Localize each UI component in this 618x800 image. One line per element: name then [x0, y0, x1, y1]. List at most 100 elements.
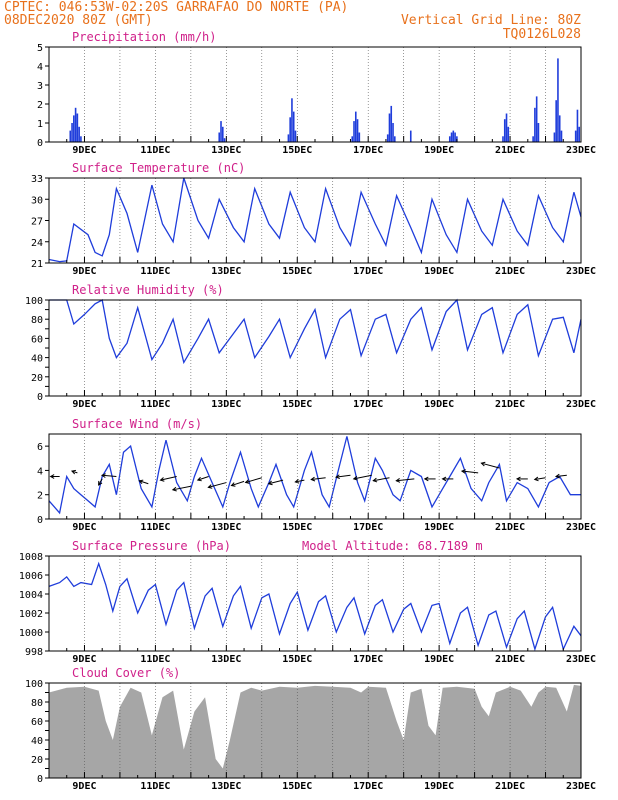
pres-title: Surface Pressure (hPa) [72, 539, 231, 553]
rh-xtick-label: 11DEC [140, 399, 170, 410]
precip-bar [358, 132, 361, 142]
precip-bar [388, 113, 391, 142]
wind-arrow-head [207, 484, 213, 489]
wind-arrow-head [515, 476, 521, 482]
cloud-panel: 9DEC 11DEC 13DEC 15DEC 17DEC 19DEC 21DEC 23DEC 0… [25, 666, 596, 792]
rh-xtick-label: 21DEC [495, 399, 525, 410]
wind-arrow-head [395, 478, 401, 483]
precip-bar [507, 126, 510, 142]
precip-bar [351, 136, 354, 142]
wind-arrow-shaft [373, 477, 390, 482]
wind-arrow-shaft [295, 479, 305, 483]
pres-ytick-label: 1006 [19, 571, 43, 582]
temp-line [48, 177, 582, 263]
precip-bar [558, 115, 561, 142]
rh-ytick-label: 20 [31, 373, 43, 384]
wind-arrow-head [267, 480, 273, 486]
wind-arrow-shaft [231, 480, 245, 487]
precip-bar [69, 130, 72, 142]
wind-arrow-head [372, 477, 378, 483]
rh-ytick-label: 80 [31, 315, 43, 326]
precip-bar [76, 113, 79, 142]
rh-ytick-label: 40 [31, 354, 43, 365]
wind-arrow-shaft [245, 477, 262, 483]
pres-ytick-label: 1002 [19, 609, 43, 620]
pres-xtick-label: 21DEC [495, 654, 525, 665]
wind-arrow-shaft [172, 485, 191, 491]
wind-arrow-head [423, 476, 429, 482]
wind-xtick-label: 15DEC [282, 522, 312, 533]
precip-bar [356, 119, 359, 142]
cloud-title: Cloud Cover (%) [72, 666, 180, 680]
precip-bar [454, 132, 456, 142]
wind-xtick-label: 11DEC [140, 522, 170, 533]
cloud-xtick-label: 17DEC [353, 781, 383, 792]
pres-xtick-label: 19DEC [424, 654, 454, 665]
cloud-xtick-label: 11DEC [140, 781, 170, 792]
wind-arrow-shaft [268, 479, 284, 485]
precip-bar [576, 109, 579, 142]
precip-bar [71, 123, 73, 142]
wind-arrow-head [49, 474, 55, 479]
cloud-xtick-label: 9DEC [72, 781, 96, 792]
wind-ytick-label: 4 [37, 466, 43, 477]
wind-title: Surface Wind (m/s) [72, 417, 202, 431]
precip-bar [452, 130, 455, 142]
precip-ytick-label: 3 [37, 81, 43, 92]
wind-arrow-head [230, 482, 236, 487]
temp-xtick-label: 17DEC [353, 266, 383, 277]
wind-arrow-shaft [101, 474, 117, 477]
rh-ytick-label: 0 [37, 392, 43, 403]
rh-xtick-label: 13DEC [211, 399, 241, 410]
wind-arrow-shaft [208, 482, 227, 488]
precip-xtick-label: 13DEC [211, 145, 241, 156]
cloud-ytick-label: 40 [31, 736, 43, 747]
wind-ytick-label: 0 [37, 515, 43, 526]
wind-arrow-shaft [197, 476, 209, 481]
precip-bar [223, 138, 226, 142]
wind-ytick-label: 6 [37, 442, 43, 453]
cloud-ytick-label: 20 [31, 755, 43, 766]
temp-xtick-label: 13DEC [211, 266, 241, 277]
precip-bar [409, 130, 412, 142]
cloud-ytick-label: 80 [31, 698, 43, 709]
precip-bar [578, 126, 581, 142]
cloud-xtick-label: 19DEC [424, 781, 454, 792]
cloud-xtick-label: 13DEC [211, 781, 241, 792]
precip-bar [353, 121, 355, 142]
precip-bar [535, 96, 538, 142]
header-grid-line: Vertical Grid Line: 80Z [401, 13, 581, 28]
wind-arrow-head [138, 479, 144, 485]
wind-arrow-head [159, 477, 165, 482]
wind-arrow-shaft [353, 474, 372, 480]
precip-bar [574, 130, 577, 142]
temp-ytick-label: 30 [31, 195, 43, 206]
rh-ytick-label: 60 [31, 334, 43, 345]
rh-panel: 9DEC 11DEC 13DEC 15DEC 17DEC 19DEC 21DEC 23DEC 0… [25, 283, 596, 410]
cloud-ytick-label: 100 [25, 679, 43, 690]
precip-bar [218, 132, 221, 142]
precip-bar [289, 117, 291, 142]
precip-bar [292, 111, 295, 142]
temp-xtick-label: 11DEC [140, 266, 170, 277]
precip-bar [78, 126, 80, 142]
header-model: TQ0126L028 [503, 27, 581, 42]
precip-bar [294, 130, 297, 142]
wind-xtick-label: 13DEC [211, 522, 241, 533]
wind-arrow-head [196, 476, 202, 482]
wind-arrow-shaft [461, 470, 479, 474]
wind-xtick-label: 17DEC [353, 522, 383, 533]
precip-bar [354, 111, 357, 142]
temp-ytick-label: 33 [31, 174, 43, 185]
rh-xtick-label: 9DEC [72, 399, 96, 410]
wind-arrow-head [171, 486, 177, 492]
precip-ytick-label: 5 [37, 43, 43, 54]
wind-arrow-shaft [396, 478, 415, 482]
precip-bar [448, 136, 451, 142]
rh-line [49, 298, 582, 365]
wind-arrow-head [70, 469, 76, 475]
rh-title: Relative Humidity (%) [72, 283, 224, 297]
precip-xtick-label: 15DEC [282, 145, 312, 156]
precip-xtick-label: 9DEC [72, 145, 96, 156]
